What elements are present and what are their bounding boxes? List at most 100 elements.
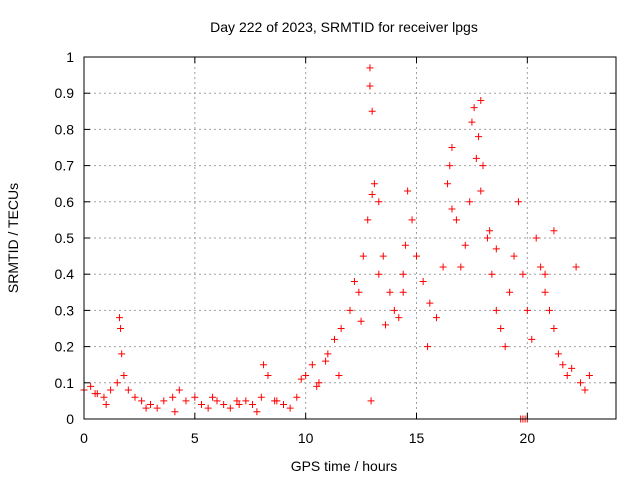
data-point (359, 252, 367, 260)
data-point (381, 321, 389, 329)
data-point (355, 288, 363, 296)
data-point (395, 314, 403, 322)
y-tick-label: 0.8 (55, 121, 75, 137)
data-point (91, 390, 99, 398)
data-point (297, 375, 305, 383)
data-point (346, 306, 354, 314)
data-point (169, 393, 177, 401)
data-point (404, 187, 412, 195)
data-point (153, 404, 161, 412)
data-point (399, 288, 407, 296)
data-point (366, 64, 374, 72)
data-point (175, 386, 183, 394)
data-point (386, 288, 394, 296)
data-point (313, 382, 321, 390)
data-point (448, 205, 456, 213)
data-point (233, 397, 241, 405)
data-point (559, 361, 567, 369)
data-point (182, 397, 190, 405)
data-point (419, 277, 427, 285)
data-point (470, 104, 478, 112)
data-point (585, 372, 593, 380)
y-tick-label: 0.6 (55, 194, 75, 210)
data-point (191, 393, 199, 401)
data-point (124, 386, 132, 394)
data-point (253, 408, 261, 416)
y-tick-label: 0.5 (55, 230, 75, 246)
y-tick-label: 0.7 (55, 158, 75, 174)
data-point (510, 252, 518, 260)
data-point (375, 270, 383, 278)
data-point (541, 270, 549, 278)
data-point (286, 404, 294, 412)
x-axis-label: GPS time / hours (291, 458, 398, 474)
data-point (248, 401, 256, 409)
y-tick-label: 0.3 (55, 302, 75, 318)
data-point (100, 393, 108, 401)
y-tick-label: 0.9 (55, 85, 75, 101)
data-point (572, 263, 580, 271)
data-point (568, 364, 576, 372)
data-point (220, 401, 228, 409)
data-point (370, 180, 378, 188)
data-point (537, 263, 545, 271)
data-point (147, 401, 154, 409)
data-point (446, 162, 454, 170)
data-point (171, 408, 179, 416)
data-point (324, 350, 332, 358)
data-point (475, 133, 483, 141)
data-point (113, 379, 121, 387)
x-tick-label: 10 (298, 430, 314, 446)
data-point (204, 404, 212, 412)
data-point (514, 198, 522, 206)
y-tick-label: 0 (66, 411, 74, 427)
data-point (399, 270, 407, 278)
data-point (408, 216, 416, 224)
data-point (337, 325, 345, 332)
chart-title: Day 222 of 2023, SRMTID for receiver lpg… (210, 19, 478, 35)
data-point (350, 277, 358, 285)
data-point (257, 393, 265, 401)
data-point (107, 386, 115, 394)
data-point (368, 191, 376, 199)
data-point (138, 397, 146, 405)
data-point (424, 343, 432, 351)
data-point (492, 245, 500, 253)
data-point (401, 241, 409, 249)
data-point (488, 270, 496, 278)
data-point (468, 118, 476, 126)
data-point (452, 216, 460, 224)
data-point (477, 96, 485, 104)
data-point (87, 382, 95, 390)
data-point (413, 252, 420, 260)
data-point (280, 401, 287, 409)
x-tick-label: 20 (520, 430, 536, 446)
y-axis-label: SRMTID / TECUs (5, 183, 21, 293)
data-point (102, 401, 110, 409)
y-tick-label: 0.2 (55, 339, 75, 355)
data-point (302, 372, 310, 380)
data-point (497, 325, 505, 332)
data-point (546, 306, 553, 314)
data-point (375, 198, 383, 206)
data-point (426, 299, 434, 307)
data-point (335, 372, 343, 380)
data-point (330, 335, 338, 343)
data-point (577, 379, 585, 387)
data-point (120, 372, 128, 380)
data-point (528, 335, 536, 343)
data-point (448, 144, 456, 151)
data-point (492, 306, 500, 314)
data-point (541, 288, 549, 296)
data-point (264, 372, 272, 380)
axis-ticks (83, 56, 616, 420)
data-point (477, 187, 485, 195)
y-tick-label: 1 (66, 49, 74, 65)
data-point (366, 82, 374, 90)
data-point (118, 350, 126, 358)
data-point (160, 397, 168, 405)
data-point (322, 357, 330, 365)
data-point (293, 393, 301, 401)
data-point (466, 198, 474, 206)
